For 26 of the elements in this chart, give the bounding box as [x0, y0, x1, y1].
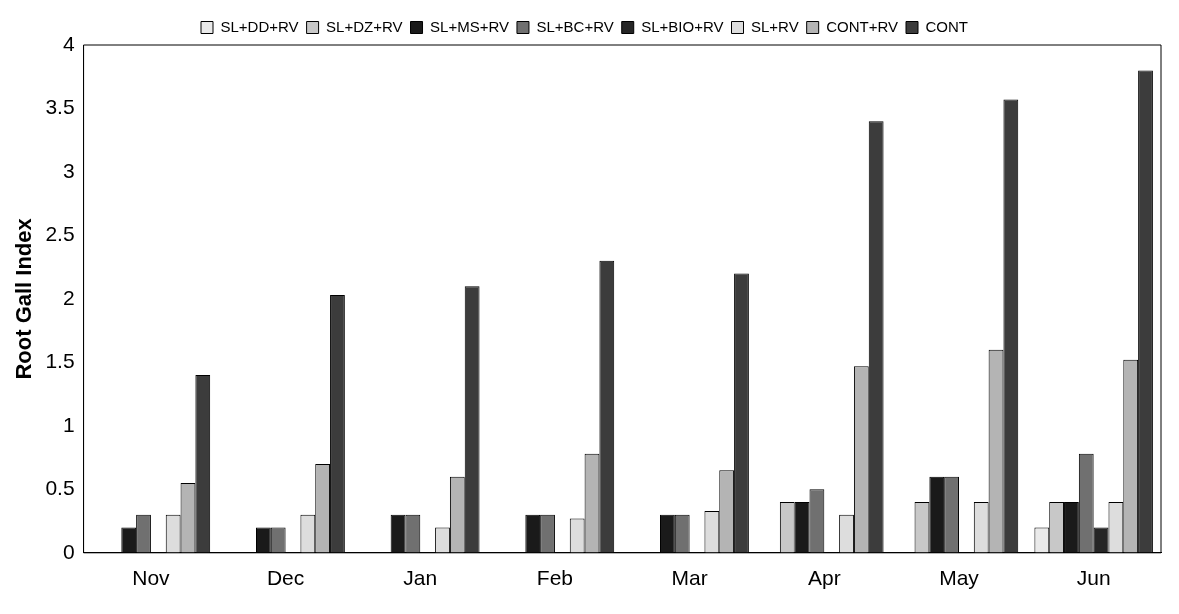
legend-label: SL+BC+RV [536, 17, 614, 35]
legend-label: SL+DD+RV [220, 17, 299, 35]
x-tick-label: Jan [403, 566, 438, 590]
legend-label: CONT [925, 17, 968, 35]
legend-label: SL+RV [751, 17, 799, 35]
x-tick-label: Mar [671, 566, 708, 590]
y-tick-label: 2.5 [45, 222, 75, 246]
y-axis-title: Root Gall Index [11, 217, 37, 380]
legend-label: SL+BIO+RV [641, 17, 724, 35]
y-tick-label: 1 [62, 412, 75, 436]
x-tick-label: May [939, 566, 980, 590]
legend-label: SL+DZ+RV [326, 17, 403, 35]
y-tick-label: 2 [62, 285, 75, 309]
y-tick-label: 0.5 [45, 476, 75, 500]
y-tick-label: 3 [62, 158, 75, 182]
y-tick-label: 0 [62, 539, 75, 563]
x-tick-label: Nov [132, 566, 171, 590]
y-tick-label: 3.5 [45, 95, 75, 119]
x-tick-label: Jun [1076, 566, 1111, 590]
legend-label: SL+MS+RV [430, 17, 509, 35]
y-tick-label: 1.5 [45, 349, 75, 373]
y-tick-label: 4 [62, 31, 75, 55]
legend-label: CONT+RV [826, 17, 899, 35]
x-tick-label: Apr [807, 566, 841, 590]
x-tick-label: Dec [266, 566, 305, 590]
x-tick-label: Feb [536, 566, 574, 590]
